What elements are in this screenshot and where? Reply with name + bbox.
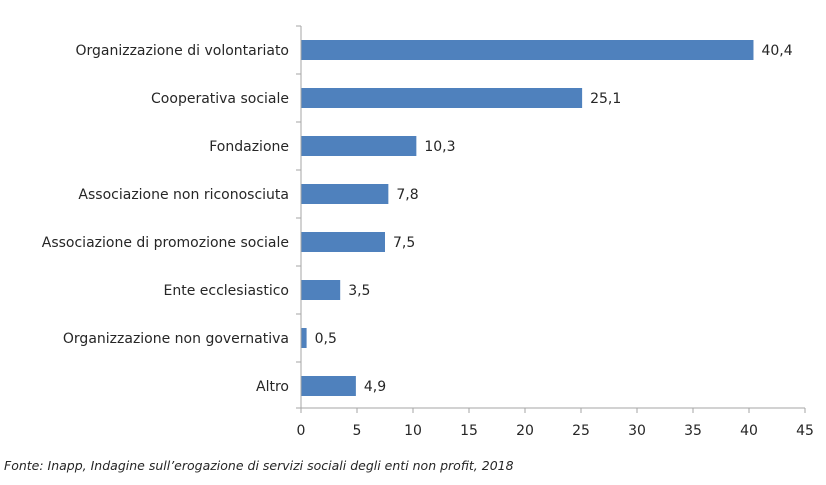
category-label: Cooperativa sociale xyxy=(151,91,289,107)
category-label: Ente ecclesiastico xyxy=(164,283,289,299)
category-label: Organizzazione non governativa xyxy=(63,331,289,347)
bar xyxy=(301,280,341,300)
category-label: Associazione non riconosciuta xyxy=(78,187,289,203)
x-tick-label: 25 xyxy=(572,423,590,439)
value-label: 4,9 xyxy=(364,379,386,395)
value-label: 10,3 xyxy=(424,139,455,155)
bar xyxy=(301,232,385,252)
source-note: Fonte: Inapp, Indagine sull’erogazione d… xyxy=(4,458,514,473)
bar xyxy=(301,88,583,108)
value-label: 0,5 xyxy=(315,331,337,347)
x-tick-label: 20 xyxy=(516,423,534,439)
x-tick-label: 0 xyxy=(297,423,306,439)
category-label: Associazione di promozione sociale xyxy=(42,235,289,251)
bar xyxy=(301,136,417,156)
category-label: Fondazione xyxy=(209,139,289,155)
x-tick-label: 5 xyxy=(353,423,362,439)
x-tick-label: 15 xyxy=(460,423,478,439)
bar xyxy=(301,184,389,204)
value-label: 40,4 xyxy=(761,43,792,59)
value-labels: 40,4 25,1 10,3 7,8 7,5 3,5 0,5 4,9 xyxy=(315,43,793,395)
bar-chart: Organizzazione di volontariato Cooperativ… xyxy=(42,25,814,439)
category-label: Altro xyxy=(256,379,289,395)
x-tick-label: 30 xyxy=(628,423,646,439)
value-label: 7,8 xyxy=(396,187,418,203)
axes-group: 0 5 10 15 20 25 30 35 40 45 xyxy=(296,25,814,439)
category-labels: Organizzazione di volontariato Cooperativ… xyxy=(42,43,289,395)
x-tick-label: 45 xyxy=(796,423,814,439)
bar xyxy=(301,40,754,60)
bar xyxy=(301,328,307,348)
x-tick-label: 40 xyxy=(740,423,758,439)
value-label: 3,5 xyxy=(348,283,370,299)
bars-group xyxy=(301,40,754,396)
category-label: Organizzazione di volontariato xyxy=(75,43,289,59)
x-tick-label: 10 xyxy=(404,423,422,439)
x-tick-label: 35 xyxy=(684,423,702,439)
value-label: 25,1 xyxy=(590,91,621,107)
value-label: 7,5 xyxy=(393,235,415,251)
bar xyxy=(301,376,356,396)
